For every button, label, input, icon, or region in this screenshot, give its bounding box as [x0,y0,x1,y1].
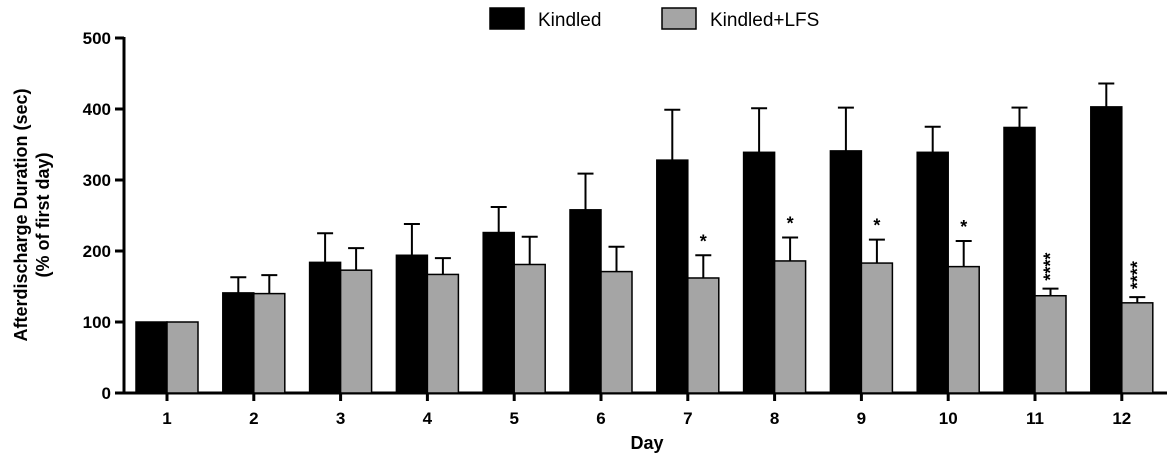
x-tick-label: 12 [1112,409,1131,428]
y-tick-label: 500 [83,29,111,48]
bar-kindled-day-12 [1090,106,1123,394]
x-axis: 1 2 3 4 5 6 7 8 9 10 11 12 [123,391,1167,428]
bar-kindled-day-2 [222,292,255,394]
bar-kindled-day-9 [829,150,863,394]
significance-annotation: * [700,231,707,251]
bar-kindled-day-1 [135,321,168,394]
significance-annotation: * [787,214,794,234]
bar-kindled-lfs-day-4 [426,273,460,394]
y-tick-label: 300 [83,171,111,190]
bar-kindled-lfs-day-1 [166,321,199,394]
bar-kindled-day-3 [308,261,342,394]
bar-kindled-lfs-day-5 [513,263,546,394]
y-axis-title-line2: (% of first day) [33,152,53,277]
significance-annotations: ** * ***** **** [700,214,1148,290]
y-axis-title-line1: Afterdischarge Duration (sec) [11,88,31,341]
bars [135,106,1154,394]
y-tick-label: 0 [102,384,111,403]
bar-kindled-lfs-day-7 [687,277,720,394]
significance-annotation: **** [1127,261,1147,289]
bar-kindled-day-11 [1003,126,1036,394]
significance-annotation: * [873,216,880,236]
legend-label-kindled-lfs: Kindled+LFS [710,10,819,31]
bar-kindled-day-5 [482,231,515,394]
x-tick-label: 8 [770,409,779,428]
bar-kindled-day-7 [656,159,689,394]
bar-kindled-lfs-day-11 [1034,294,1067,394]
x-tick-label: 4 [423,409,433,428]
bar-kindled-lfs-day-12 [1121,302,1154,394]
bar-kindled-day-6 [569,209,602,394]
bar-kindled-lfs-day-3 [339,269,373,394]
legend-swatch-kindled-lfs [661,7,697,30]
y-tick-label: 200 [83,242,111,261]
x-tick-label: 5 [509,409,518,428]
legend-label-kindled: Kindled [538,10,601,31]
x-tick-label: 11 [1026,409,1044,428]
bar-kindled-lfs-day-10 [947,265,980,394]
x-tick-label: 3 [336,409,345,428]
bar-kindled-day-4 [395,254,429,394]
significance-annotation: * [960,217,967,237]
x-tick-label: 9 [857,409,866,428]
significance-annotation: **** [1041,253,1061,281]
bar-kindled-lfs-day-9 [860,262,894,394]
y-tick-label: 100 [83,313,111,332]
x-tick-label: 2 [249,409,258,428]
error-bars [230,82,1146,303]
bar-kindled-lfs-day-2 [253,292,286,394]
x-tick-label: 1 [162,409,171,428]
x-tick-label: 6 [596,409,605,428]
bar-kindled-lfs-day-8 [773,260,807,394]
x-tick-label: 10 [939,409,958,428]
bar-kindled-day-8 [742,151,776,394]
y-tick-label: 400 [83,100,111,119]
bar-kindled-lfs-day-6 [600,270,633,394]
x-axis-title: Day [630,433,663,453]
y-axis-title: Afterdischarge Duration (sec) (% of firs… [11,88,53,341]
x-tick-label: 7 [683,409,692,428]
bar-kindled-day-10 [916,151,949,394]
legend-swatch-kindled [489,7,525,30]
y-axis: 0 100 200 300 400 500 [83,29,126,403]
legend: Kindled Kindled+LFS [489,7,819,31]
